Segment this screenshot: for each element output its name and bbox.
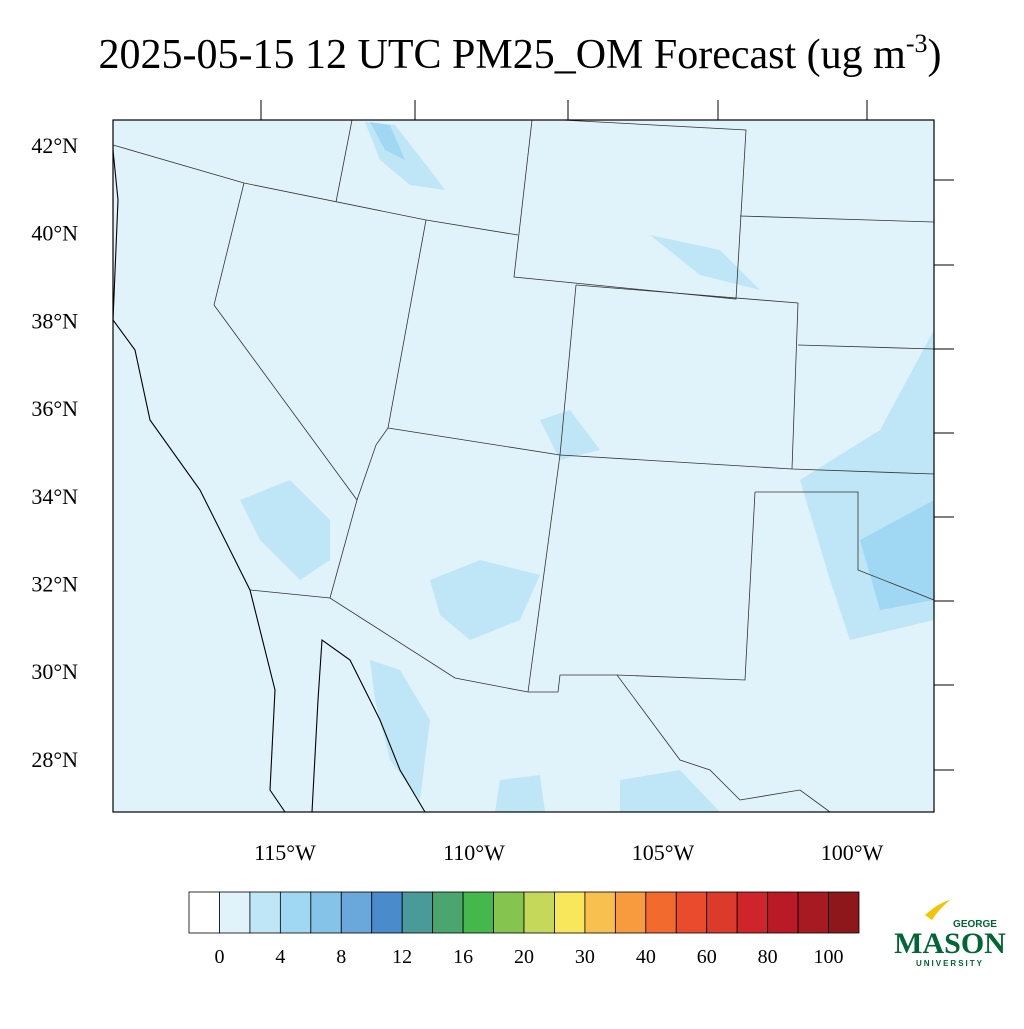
colorbar-box xyxy=(797,891,829,934)
colorbar-box xyxy=(493,891,525,934)
logo: GEORGE MASON UNIVERSITY xyxy=(894,900,1006,968)
colorbar-box xyxy=(554,891,586,934)
plumes xyxy=(240,122,934,812)
colorbar-box xyxy=(675,891,708,934)
latitude-label: 40°N xyxy=(31,221,78,246)
latitude-label: 30°N xyxy=(31,659,78,684)
colorbar-label: 80 xyxy=(758,946,778,968)
colorbar-label: 8 xyxy=(336,946,346,968)
colorbar-box xyxy=(767,891,799,934)
colorbar-box xyxy=(706,891,738,934)
latitude-labels: 42°N 40°N 38°N 36°N 34°N 32°N 30°N 28°N xyxy=(31,133,78,772)
map-area xyxy=(112,100,954,813)
colorbar-box xyxy=(614,891,647,934)
latitude-label: 42°N xyxy=(31,133,78,158)
frame-ticks xyxy=(260,100,954,771)
colorbar-box xyxy=(736,891,769,934)
title-superscript: -3 xyxy=(906,29,928,58)
colorbar-box xyxy=(371,891,403,934)
colorbar-box xyxy=(523,891,555,934)
latitude-label: 38°N xyxy=(31,308,78,333)
logo-top: GEORGE xyxy=(953,919,997,930)
colorbar-box xyxy=(645,891,677,934)
colorbar-box xyxy=(828,891,860,934)
longitude-label: 110°W xyxy=(443,840,505,865)
colorbar-box xyxy=(188,891,220,934)
colorbar-label: 100 xyxy=(814,946,844,968)
map-background xyxy=(113,120,934,812)
title-close: ) xyxy=(927,32,941,78)
colorbar-box xyxy=(279,891,312,934)
latitude-label: 36°N xyxy=(31,396,78,421)
colorbar-label: 40 xyxy=(636,946,656,968)
longitude-labels: 115°W 110°W 105°W 100°W xyxy=(254,840,883,865)
colorbar-label: 12 xyxy=(392,946,412,968)
colorbar-box xyxy=(249,891,281,934)
latitude-label: 28°N xyxy=(31,747,78,772)
colorbar-box xyxy=(432,891,464,934)
latitude-label: 34°N xyxy=(31,484,78,509)
colorbar-box xyxy=(340,891,373,934)
colorbar-label: 4 xyxy=(275,946,285,968)
colorbar-box xyxy=(462,891,494,934)
latitude-label: 32°N xyxy=(31,572,78,597)
colorbar-box xyxy=(401,891,434,934)
colorbar-label: 0 xyxy=(214,946,224,968)
colorbar-label: 16 xyxy=(453,946,473,968)
colorbar-label: 30 xyxy=(575,946,595,968)
longitude-label: 115°W xyxy=(254,840,316,865)
title: 2025-05-15 12 UTC PM25_OM Forecast (ug m… xyxy=(99,29,942,78)
colorbar-label: 60 xyxy=(697,946,717,968)
colorbar-box xyxy=(310,891,342,934)
colorbar-label: 20 xyxy=(514,946,534,968)
longitude-label: 105°W xyxy=(632,840,695,865)
colorbar-box xyxy=(219,891,251,934)
coastline xyxy=(112,149,426,813)
logo-bottom: UNIVERSITY xyxy=(916,959,984,968)
colorbar: 0 4 8 12 16 20 30 40 60 80 100 xyxy=(188,891,860,968)
map-frame xyxy=(112,119,935,813)
logo-main: MASON xyxy=(894,927,1006,960)
longitude-label: 100°W xyxy=(821,840,884,865)
state-boundaries xyxy=(112,119,935,813)
title-text: 2025-05-15 12 UTC PM25_OM Forecast (ug m xyxy=(99,32,907,78)
colorbar-box xyxy=(584,891,616,934)
